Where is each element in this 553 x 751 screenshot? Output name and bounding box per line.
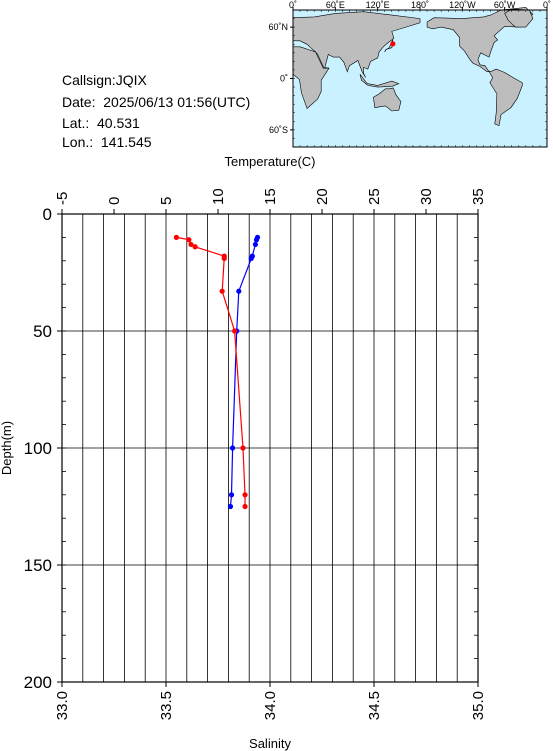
salinity-data-point (242, 503, 248, 510)
salinity-tick-label: 35.0 (470, 691, 487, 720)
map-left-label: 0˚ (280, 74, 288, 84)
depth-axis-label: Depth(m) (0, 421, 14, 475)
salinity-data-point (173, 234, 179, 240)
salinity-data-point (192, 244, 198, 250)
station-marker (390, 41, 396, 47)
temperature-tick-label: 30 (418, 188, 435, 205)
map-top-label: 180˚ (411, 0, 429, 10)
temperature-tick-label: 20 (314, 188, 331, 205)
salinity-tick-label: 33.5 (158, 691, 175, 720)
salinity-data-point (240, 445, 246, 451)
depth-tick-label: 100 (24, 439, 52, 458)
map-top-label: 60˚E (326, 0, 345, 10)
temperature-tick-label: 10 (210, 188, 227, 205)
salinity-data-point (232, 328, 238, 334)
temperature-tick-label: 15 (262, 188, 279, 205)
temperature-data-point (248, 255, 254, 262)
salinity-data-point (186, 237, 192, 243)
map-land-eurasia (292, 11, 421, 78)
world-map: 0˚ 60˚E 120˚E 180˚ 120˚W 60˚W 0˚ 60˚N 0˚ 60˚S (268, 0, 551, 148)
temperature-tick-label: 25 (366, 188, 383, 205)
map-top-label: 120˚E (366, 0, 390, 10)
latitude-text: Lat.: 40.531 (62, 115, 140, 131)
salinity-tick-label: 34.5 (366, 691, 383, 720)
salinity-axis-label: Salinity (249, 736, 291, 751)
map-left-label: 60˚N (268, 22, 288, 32)
depth-tick-label: 50 (33, 322, 52, 341)
temperature-data-point (228, 492, 235, 498)
temperature-tick-label: 5 (158, 197, 175, 205)
map-land-indonesia (359, 74, 400, 88)
depth-tick-label: 150 (24, 556, 52, 575)
date-text: Date: 2025/06/13 01:56(UTC) (62, 94, 251, 110)
temperature-data-point (227, 503, 234, 510)
map-land-australia (373, 87, 402, 112)
temperature-data-point (229, 445, 236, 451)
map-top-label: 0˚ (289, 0, 297, 10)
depth-tick-label: 0 (43, 205, 52, 224)
salinity-data-point (188, 241, 194, 248)
callsign-text: Callsign:JQIX (62, 72, 147, 88)
salinity-tick-label: 34.0 (262, 691, 279, 720)
map-land-africa (292, 46, 330, 110)
temperature-data-point (252, 241, 259, 248)
depth-tick-label: 200 (24, 673, 52, 692)
salinity-data-point (219, 288, 225, 294)
salinity-data-point (242, 492, 248, 498)
temperature-tick-label: 35 (470, 188, 487, 205)
longitude-text: Lon.: 141.545 (62, 134, 152, 150)
salinity-data-point (221, 255, 227, 262)
temperature-tick-label: -5 (54, 192, 71, 205)
temperature-tick-label: 0 (106, 197, 123, 205)
map-top-label: 60˚W (494, 0, 516, 10)
temperature-axis-label: Temperature(C) (224, 154, 315, 169)
temperature-data-point (253, 237, 260, 243)
temperature-data-point (236, 288, 242, 294)
map-left-label: 60˚S (269, 125, 288, 135)
map-top-label: 0˚ (543, 0, 551, 10)
map-top-label: 120˚W (449, 0, 476, 10)
salinity-tick-label: 33.0 (54, 691, 71, 720)
